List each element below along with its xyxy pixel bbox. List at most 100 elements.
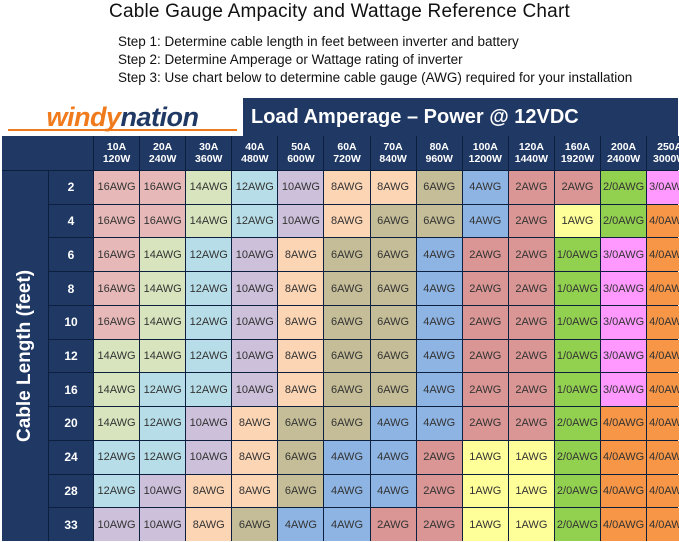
row-length-header: 20 <box>49 407 93 440</box>
gauge-cell: 8AWG <box>232 474 278 508</box>
row-length-header: 24 <box>49 440 93 474</box>
gauge-cell: 12AWG <box>186 305 232 339</box>
gauge-cell: 8AWG <box>324 171 370 204</box>
windynation-logo: windynation <box>46 102 199 132</box>
gauge-cell: 4AWG <box>416 238 462 272</box>
gauge-cell: 2AWG <box>462 272 508 305</box>
gauge-cell: 6AWG <box>370 238 416 272</box>
chart-title: Cable Gauge Ampacity and Wattage Referen… <box>109 1 570 22</box>
gauge-cell: 2AWG <box>462 407 508 440</box>
gauge-cell: 6AWG <box>370 204 416 238</box>
gauge-cell: 2AWG <box>462 305 508 339</box>
gauge-cell: 1AWG <box>508 508 554 541</box>
gauge-cell: 14AWG <box>94 373 140 407</box>
column-amp: 250A <box>657 141 679 153</box>
gauge-cell: 1/0AWG <box>554 238 601 272</box>
gauge-cell: 4AWG <box>416 407 462 440</box>
gauge-cell: 2/0AWG <box>601 171 647 204</box>
column-header: 20A 240W <box>140 136 186 170</box>
gauge-cell: 6AWG <box>324 339 370 373</box>
column-watt: 240W <box>148 153 177 165</box>
gauge-cell: 14AWG <box>140 272 186 305</box>
gauge-cell: 10AWG <box>278 204 324 238</box>
column-header: 60A 720W <box>324 136 370 170</box>
gauge-cell: 1AWG <box>508 440 554 474</box>
gauge-cell: 16AWG <box>140 171 186 204</box>
gauge-cell: 4AWG <box>462 171 508 204</box>
instruction-steps: Step 1: Determine cable length in feet b… <box>118 33 632 87</box>
gauge-cell: 4AWG <box>416 373 462 407</box>
column-watt: 840W <box>379 153 407 165</box>
row-length-header: 4 <box>49 204 93 238</box>
gauge-cell: 2AWG <box>508 407 554 440</box>
gauge-cell: 4/0AWG <box>647 440 679 474</box>
row-length-header: 2 <box>49 171 93 204</box>
column-header: 70A 840W <box>370 136 416 170</box>
column-amp: 70A <box>383 141 403 153</box>
gauge-cell: 4AWG <box>324 508 370 541</box>
gauge-cell: 2AWG <box>416 474 462 508</box>
gauge-cell: 4/0AWG <box>647 272 679 305</box>
gauge-cell: 6AWG <box>370 339 416 373</box>
gauge-cell: 6AWG <box>324 305 370 339</box>
column-watt: 2400W <box>606 153 641 165</box>
column-amp: 80A <box>429 141 449 153</box>
gauge-cell: 10AWG <box>140 508 186 541</box>
gauge-cell: 2AWG <box>554 171 601 204</box>
gauge-cell: 6AWG <box>370 305 416 339</box>
gauge-cell: 12AWG <box>232 204 278 238</box>
gauge-cell: 4/0AWG <box>647 305 679 339</box>
gauge-cell: 4AWG <box>370 407 416 440</box>
row-length-header: 28 <box>49 474 93 508</box>
gauge-cell: 6AWG <box>324 272 370 305</box>
gauge-cell: 12AWG <box>186 339 232 373</box>
gauge-cell: 4AWG <box>324 440 370 474</box>
gauge-cell: 6AWG <box>232 508 278 541</box>
gauge-cell: 2AWG <box>508 238 554 272</box>
column-amp: 200A <box>611 141 637 153</box>
gauge-cell: 10AWG <box>232 373 278 407</box>
gauge-cell: 3/0AWG <box>601 305 647 339</box>
gauge-cell: 2/0AWG <box>554 440 601 474</box>
load-amperage-header: Load Amperage – Power @ 12VDC <box>251 106 579 128</box>
gauge-cell: 12AWG <box>94 440 140 474</box>
gauge-cell: 8AWG <box>232 440 278 474</box>
logo-underline <box>8 129 237 131</box>
gauge-cell: 2AWG <box>370 508 416 541</box>
gauge-cell: 12AWG <box>186 272 232 305</box>
column-header: 80A 960W <box>416 136 462 170</box>
gauge-cell: 14AWG <box>186 171 232 204</box>
gauge-cell: 3/0AWG <box>601 272 647 305</box>
gauge-cell: 1AWG <box>462 474 508 508</box>
gauge-cell: 4/0AWG <box>647 508 679 541</box>
step-3: Step 3: Use chart below to determine cab… <box>118 70 633 85</box>
gauge-table: 10A 120W 20A 240W 30A 360W 40A 480W 50A 600W 60A 72… <box>2 136 679 541</box>
gauge-cell: 16AWG <box>94 171 140 204</box>
gauge-cell: 6AWG <box>278 474 324 508</box>
column-header: 120A 1440W <box>508 136 554 170</box>
gauge-cell: 12AWG <box>94 474 140 508</box>
gauge-cell: 2AWG <box>462 373 508 407</box>
column-header: 50A 600W <box>278 136 324 170</box>
gauge-cell: 16AWG <box>140 204 186 238</box>
gauge-cell: 14AWG <box>140 238 186 272</box>
step-2: Step 2: Determine Amperage or Wattage ra… <box>118 52 463 67</box>
gauge-cell: 16AWG <box>94 305 140 339</box>
gauge-cell: 4/0AWG <box>647 339 679 373</box>
gauge-cell: 10AWG <box>232 272 278 305</box>
column-amp: 40A <box>245 141 265 153</box>
row-length-header: 16 <box>49 373 93 407</box>
column-amp: 100A <box>472 141 498 153</box>
gauge-cell: 6AWG <box>370 272 416 305</box>
gauge-cell: 16AWG <box>94 272 140 305</box>
column-amp: 160A <box>564 141 591 153</box>
gauge-cell: 8AWG <box>186 508 232 541</box>
gauge-cell: 12AWG <box>140 407 186 440</box>
column-watt: 720W <box>333 153 361 165</box>
gauge-cell: 16AWG <box>94 238 140 272</box>
gauge-cell: 8AWG <box>278 238 324 272</box>
gauge-cell: 8AWG <box>324 204 370 238</box>
gauge-cell: 4/0AWG <box>647 373 679 407</box>
gauge-cell: 3/0AWG <box>601 238 647 272</box>
gauge-cell: 12AWG <box>186 373 232 407</box>
